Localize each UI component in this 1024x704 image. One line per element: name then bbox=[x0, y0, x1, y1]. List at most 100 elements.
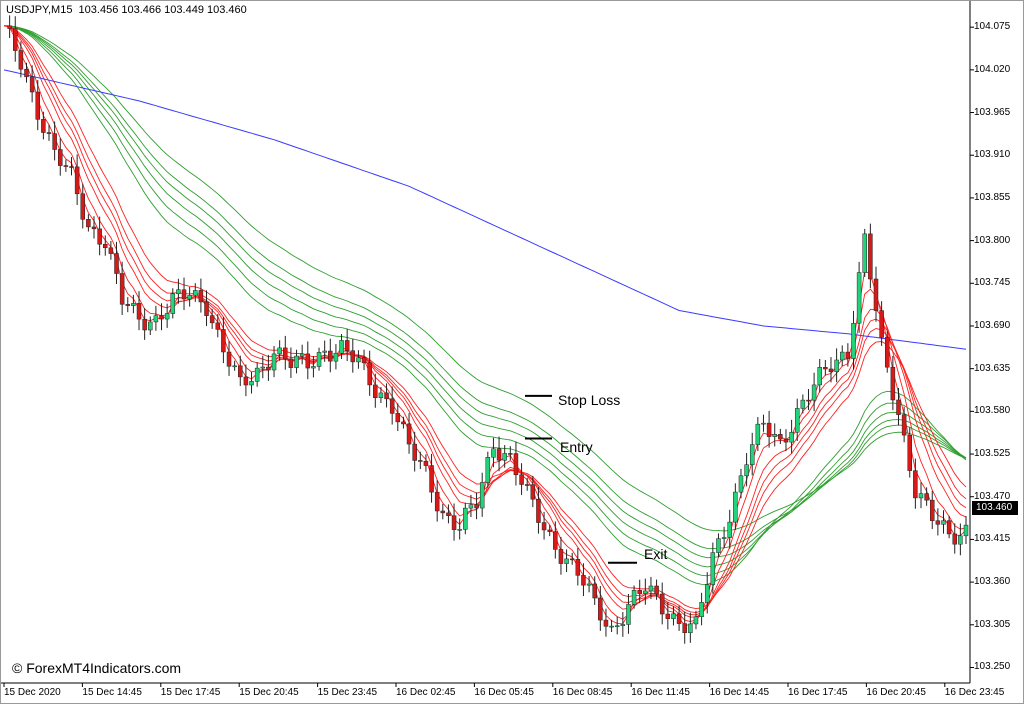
y-tick-label: 103.855 bbox=[974, 191, 1011, 203]
candle-body-152 bbox=[856, 272, 862, 324]
y-tick-label: 103.800 bbox=[974, 234, 1011, 246]
y-tick-label: 103.360 bbox=[974, 576, 1011, 588]
candle-body-84 bbox=[474, 504, 479, 509]
candle-body-99 bbox=[558, 549, 564, 564]
candles bbox=[7, 15, 969, 644]
y-tick-label: 104.075 bbox=[974, 21, 1011, 33]
candle-body-83 bbox=[468, 504, 474, 509]
candle-body-51 bbox=[288, 358, 294, 368]
candle-body-150 bbox=[845, 351, 851, 359]
candle-body-121 bbox=[682, 623, 687, 634]
candle-body-52 bbox=[294, 355, 299, 368]
y-tick-label: 103.965 bbox=[974, 106, 1011, 118]
candle-body-170 bbox=[958, 535, 963, 545]
slow-ema-line-3 bbox=[3, 25, 967, 568]
candle-body-126 bbox=[710, 552, 716, 585]
candle-body-163 bbox=[918, 493, 924, 499]
candle-body-100 bbox=[564, 558, 569, 564]
candle-body-76 bbox=[429, 465, 434, 493]
candle-body-115 bbox=[648, 585, 654, 592]
candle-body-119 bbox=[671, 613, 676, 619]
candle-body-40 bbox=[226, 351, 232, 367]
candle-body-33 bbox=[187, 295, 192, 300]
candle-body-161 bbox=[907, 434, 912, 471]
exit-label: Exit bbox=[644, 546, 668, 562]
x-tick-label: 16 Dec 08:45 bbox=[552, 687, 613, 698]
candle-body-124 bbox=[699, 602, 704, 617]
x-tick-label: 15 Dec 23:45 bbox=[317, 687, 378, 698]
fast-ema-line-3 bbox=[3, 25, 967, 618]
candle-body-94 bbox=[530, 484, 536, 500]
candle-body-5 bbox=[29, 76, 35, 93]
candle-body-128 bbox=[721, 537, 727, 539]
candle-body-49 bbox=[277, 347, 282, 355]
fast-ema-line-5 bbox=[3, 25, 967, 614]
candle-body-96 bbox=[541, 522, 547, 531]
candle-body-12 bbox=[69, 166, 74, 168]
candle-body-57 bbox=[322, 350, 327, 353]
candle-body-68 bbox=[384, 392, 389, 400]
candle-body-27 bbox=[153, 315, 159, 323]
candle-body-97 bbox=[547, 529, 552, 532]
x-axis-ticks bbox=[3, 683, 946, 687]
x-tick-label: 16 Dec 02:45 bbox=[396, 687, 456, 698]
candle-body-70 bbox=[395, 413, 401, 423]
candle-body-165 bbox=[929, 499, 935, 521]
candle-body-90 bbox=[508, 453, 513, 455]
candle-body-80 bbox=[451, 515, 457, 530]
candle-body-117 bbox=[659, 593, 665, 615]
candle-body-105 bbox=[592, 583, 597, 599]
x-tick-label: 16 Dec 11:45 bbox=[631, 687, 690, 698]
x-tick-label: 15 Dec 20:45 bbox=[239, 687, 299, 698]
watermark: © ForexMT4Indicators.com bbox=[12, 660, 182, 676]
candle-body-131 bbox=[738, 475, 744, 493]
sma-line bbox=[3, 69, 967, 350]
candle-body-81 bbox=[457, 529, 462, 531]
candle-body-89 bbox=[502, 453, 507, 461]
y-tick-label: 103.910 bbox=[974, 149, 1011, 161]
candle-body-1 bbox=[7, 25, 12, 29]
candle-body-28 bbox=[159, 315, 164, 320]
candle-body-16 bbox=[91, 226, 97, 230]
candle-body-108 bbox=[609, 625, 614, 628]
candle-body-31 bbox=[176, 289, 181, 295]
candle-body-98 bbox=[553, 531, 558, 550]
candle-body-111 bbox=[626, 604, 631, 625]
candle-body-56 bbox=[316, 352, 322, 367]
candle-body-60 bbox=[339, 340, 344, 354]
candle-body-20 bbox=[114, 253, 119, 274]
candle-body-88 bbox=[496, 448, 502, 461]
slow-ema-line-6 bbox=[3, 25, 967, 532]
candle-body-13 bbox=[74, 166, 80, 195]
candle-body-14 bbox=[80, 193, 86, 220]
candle-body-71 bbox=[401, 421, 406, 425]
candle-body-44 bbox=[249, 381, 254, 386]
candle-body-3 bbox=[18, 50, 24, 70]
y-tick-label: 103.525 bbox=[974, 448, 1011, 460]
y-tick-label: 103.470 bbox=[974, 490, 1011, 502]
candle-body-55 bbox=[311, 366, 316, 369]
candle-body-114 bbox=[643, 590, 648, 594]
candle-body-48 bbox=[271, 353, 277, 371]
candle-body-69 bbox=[389, 398, 395, 414]
y-tick-label: 103.305 bbox=[974, 618, 1011, 630]
candle-body-141 bbox=[794, 408, 800, 433]
last-price-tag: 103.460 bbox=[972, 501, 1018, 515]
candle-body-26 bbox=[148, 321, 153, 331]
candle-body-67 bbox=[378, 392, 384, 398]
candle-body-29 bbox=[164, 313, 170, 320]
y-tick-label: 103.250 bbox=[974, 661, 1011, 673]
candle-body-136 bbox=[766, 422, 772, 437]
candle-body-39 bbox=[221, 329, 226, 353]
candle-body-63 bbox=[356, 357, 361, 363]
x-tick-label: 15 Dec 17:45 bbox=[160, 687, 221, 698]
candle-body-61 bbox=[344, 340, 350, 351]
candle-body-11 bbox=[63, 165, 69, 167]
y-axis-ticks bbox=[970, 26, 974, 668]
candle-body-166 bbox=[935, 520, 941, 525]
candle-body-167 bbox=[941, 520, 946, 525]
candle-body-64 bbox=[361, 357, 367, 364]
candle-body-137 bbox=[772, 434, 777, 437]
x-tick-label: 15 Dec 14:45 bbox=[82, 687, 142, 698]
candle-body-162 bbox=[913, 470, 918, 499]
